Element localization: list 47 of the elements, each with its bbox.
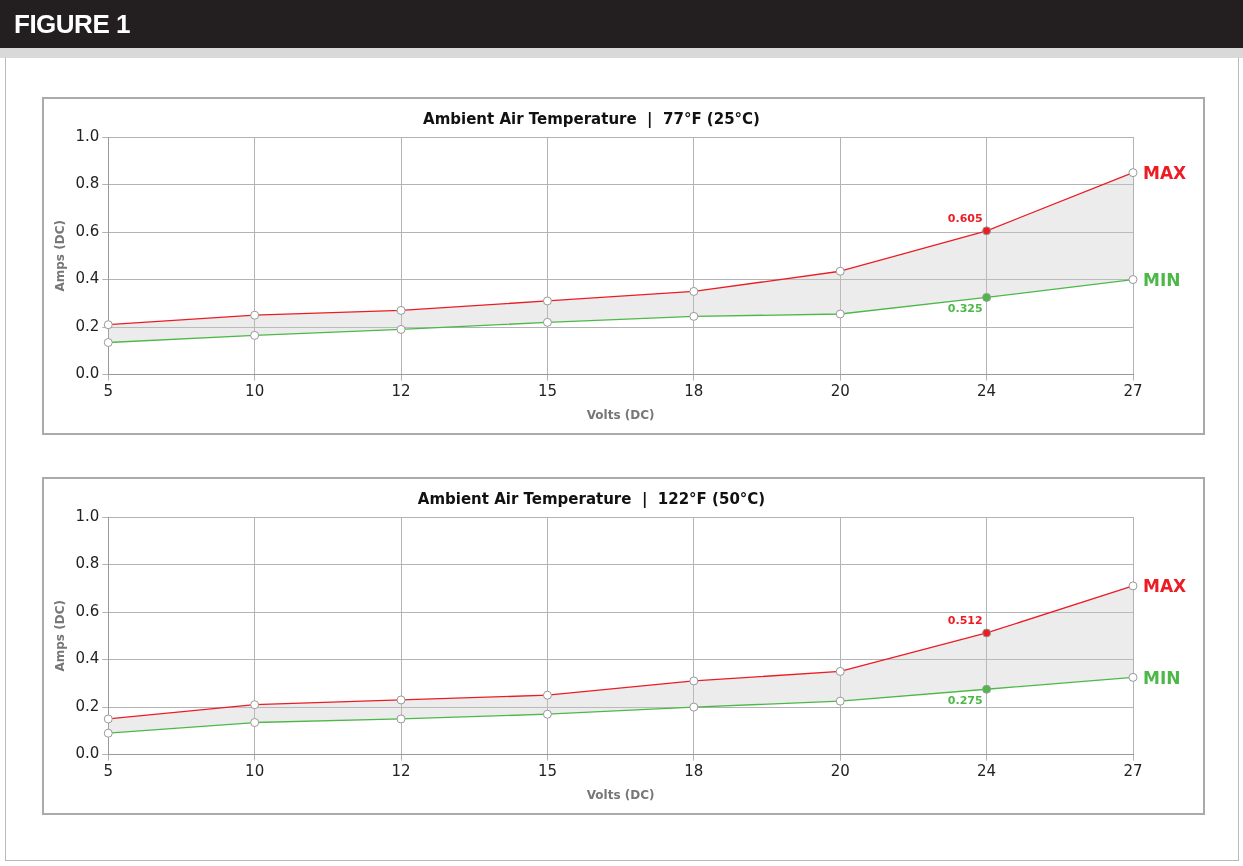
x-tick-label: 5 [103, 382, 114, 401]
point [982, 226, 992, 236]
y-tick-label: 0.8 [75, 554, 100, 573]
x-tick-label: 5 [103, 762, 114, 781]
x-tick-label: 18 [684, 382, 704, 401]
x-tick-label: 18 [684, 762, 704, 781]
x-tick-label: 27 [1123, 382, 1143, 401]
point [982, 628, 992, 638]
x-tick-label: 20 [830, 382, 850, 401]
series-label: MIN [1143, 667, 1181, 688]
x-axis-title: Volts (DC) [586, 407, 655, 422]
y-tick-label: 0.4 [75, 649, 100, 668]
x-tick-label: 12 [391, 382, 411, 401]
x-tick-label: 27 [1123, 762, 1143, 781]
data-label: 0.512 [947, 614, 983, 628]
y-tick-label: 0.6 [75, 601, 100, 620]
point [982, 292, 992, 302]
y-tick-label: 0.4 [75, 269, 100, 288]
y-tick-label: 0.0 [75, 364, 100, 383]
series-label: MAX [1143, 163, 1187, 184]
y-axis-title: Amps (DC) [53, 220, 68, 292]
y-tick-label: 1.0 [75, 126, 100, 145]
y-tick-label: 0.2 [75, 696, 100, 715]
caption: FIGURE 1 [0, 0, 1243, 48]
x-tick-label: 24 [977, 382, 997, 401]
y-tick-label: 1.0 [75, 506, 100, 525]
data-label: 0.325 [947, 301, 983, 315]
data-label: 0.275 [947, 693, 983, 707]
x-tick-label: 10 [245, 382, 265, 401]
y-tick-label: 0.0 [75, 744, 100, 763]
x-tick-label: 10 [245, 762, 265, 781]
data-label: 0.605 [947, 212, 983, 226]
x-axis-title: Volts (DC) [586, 787, 655, 802]
x-tick-label: 15 [537, 762, 557, 781]
x-tick-label: 12 [391, 762, 411, 781]
x-tick-label: 24 [977, 762, 997, 781]
chart-title: Ambient Air Temperature | 77°F (25°C) [423, 109, 760, 129]
y-tick-label: 0.6 [75, 221, 100, 240]
y-tick-label: 0.2 [75, 316, 100, 335]
x-tick-label: 15 [537, 382, 557, 401]
series-label: MAX [1143, 576, 1187, 597]
series-label: MIN [1143, 269, 1181, 290]
x-tick-label: 20 [830, 762, 850, 781]
y-tick-label: 0.8 [75, 174, 100, 193]
point [982, 684, 992, 694]
y-axis-title: Amps (DC) [53, 600, 68, 672]
chart-title: Ambient Air Temperature | 122°F (50°C) [417, 489, 766, 509]
